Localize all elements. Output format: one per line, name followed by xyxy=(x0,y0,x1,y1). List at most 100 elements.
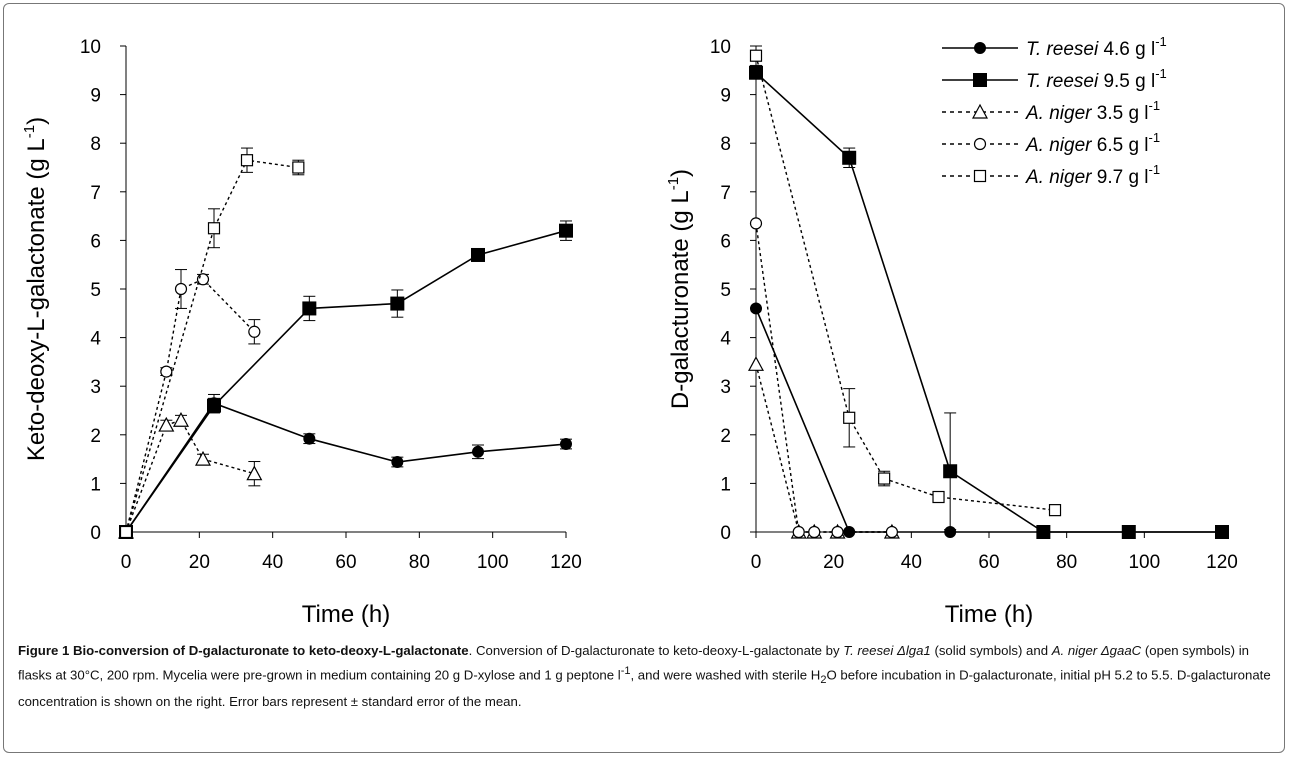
series-line xyxy=(755,55,1056,511)
y-axis-title-main: D-galacturonate (g L xyxy=(667,190,694,409)
y-tick-label: 7 xyxy=(720,183,731,204)
y-tick-label: 8 xyxy=(720,134,731,155)
y-tick-label: 5 xyxy=(720,280,731,301)
legend-conc: 6.5 g l xyxy=(1091,135,1148,156)
y-axis-title: D-galacturonate (g L-1) xyxy=(665,169,694,409)
legend-marker xyxy=(973,137,987,151)
legend-label: T. reesei 9.5 g l-1 xyxy=(1026,66,1167,92)
legend-conc: 9.5 g l xyxy=(1098,71,1155,92)
series-4 xyxy=(749,217,899,539)
series-4 xyxy=(119,269,261,539)
legend-label: T. reesei 4.6 g l-1 xyxy=(1026,34,1167,60)
y-tick-label: 6 xyxy=(720,231,731,252)
y-tick-label: 3 xyxy=(90,377,101,398)
data-point xyxy=(207,222,221,235)
data-point xyxy=(749,65,763,80)
y-axis-title-sup: -1 xyxy=(21,125,38,138)
data-point xyxy=(842,150,857,165)
data-point xyxy=(472,445,484,458)
caption-text-5: O before incubation in D-galacturonate, … xyxy=(18,667,1271,710)
x-tick-label: 0 xyxy=(751,552,762,573)
caption-text-2: (solid symbols) and xyxy=(930,643,1052,658)
d-galacturonate-chart: 0 20 40 60 80 100 120 0 1 2 3 4 5 6 7 8 9 10 Time (h) D-gal… xyxy=(665,37,1238,628)
data-point xyxy=(391,456,404,469)
y-tick-label: 6 xyxy=(90,231,101,252)
series-line xyxy=(125,229,567,533)
data-point xyxy=(248,325,261,338)
caption-sub: 2 xyxy=(820,674,827,687)
legend-species: A. niger xyxy=(1025,135,1092,156)
y-axis-title-main: Keto-deoxy-L-galactonate (g L xyxy=(23,138,50,461)
x-tick-label: 80 xyxy=(1056,552,1077,573)
x-tick-label: 100 xyxy=(477,552,509,573)
legend-species: A. niger xyxy=(1025,103,1092,124)
data-point xyxy=(943,464,958,479)
data-point xyxy=(158,416,175,432)
data-point xyxy=(160,365,173,378)
data-point xyxy=(932,490,945,504)
data-point xyxy=(390,296,405,311)
legend-sup: -1 xyxy=(1149,130,1161,145)
y-axis-title-end: ) xyxy=(667,169,694,177)
series-line xyxy=(125,278,255,533)
legend-entry-2: T. reesei 9.5 g l-1 xyxy=(942,66,1167,92)
data-point xyxy=(831,525,844,539)
data-point xyxy=(303,432,316,445)
y-tick-label: 1 xyxy=(720,474,731,495)
legend-sup: -1 xyxy=(1155,66,1167,81)
data-point xyxy=(808,525,821,539)
data-point xyxy=(292,161,305,174)
caption-text-1: . Conversion of D-galacturonate to keto-… xyxy=(468,643,844,658)
y-tick-label: 2 xyxy=(90,426,101,447)
series-line xyxy=(755,308,1222,533)
data-point xyxy=(747,356,765,371)
x-tick-label: 120 xyxy=(1206,552,1238,573)
series-2 xyxy=(119,220,573,539)
data-point xyxy=(240,154,254,167)
data-point xyxy=(471,247,485,262)
x-tick-label: 40 xyxy=(901,552,922,573)
y-tick-label: 1 xyxy=(90,474,101,495)
legend-species: T. reesei xyxy=(1026,71,1099,92)
series-2 xyxy=(749,65,1229,539)
legend-conc: 3.5 g l xyxy=(1091,103,1148,124)
data-point xyxy=(792,525,805,539)
data-point xyxy=(749,217,763,230)
legend-marker xyxy=(973,169,987,183)
legend-species: A. niger xyxy=(1025,167,1092,188)
y-tick-label: 3 xyxy=(720,377,731,398)
legend-marker xyxy=(974,42,986,54)
y-tick-label: 4 xyxy=(720,329,731,350)
data-point xyxy=(843,411,856,424)
series-line xyxy=(755,223,892,533)
series-3 xyxy=(747,356,900,539)
legend-sup: -1 xyxy=(1149,98,1161,113)
data-point xyxy=(1215,525,1229,539)
legend-entry-4: A. niger 6.5 g l-1 xyxy=(942,130,1160,156)
series-line xyxy=(755,72,1222,533)
y-tick-label: 2 xyxy=(720,426,731,447)
legend-species: T. reesei xyxy=(1026,39,1099,60)
legend-sup: -1 xyxy=(1155,34,1167,49)
figure-caption: Figure 1 Bio-conversion of D-galacturona… xyxy=(18,640,1278,712)
keto-deoxy-chart: 0 20 40 60 80 100 120 0 1 2 3 4 5 6 7 8 9 10 Time (h) Keto-… xyxy=(21,37,582,628)
data-point xyxy=(196,273,210,286)
series-1 xyxy=(120,393,572,538)
data-point xyxy=(119,525,133,539)
legend-label: A. niger 6.5 g l-1 xyxy=(1025,130,1160,156)
caption-text-3: (open symbols) in flasks at 30°C, 200 rp… xyxy=(18,643,1249,683)
x-tick-label: 0 xyxy=(121,552,132,573)
y-tick-label: 9 xyxy=(720,86,731,107)
y-tick-label: 0 xyxy=(720,523,731,544)
series-line xyxy=(125,402,567,533)
caption-strain-1: T. reesei Δlga1 xyxy=(843,643,931,658)
data-point xyxy=(194,450,212,466)
data-point xyxy=(878,472,891,485)
data-point xyxy=(1048,504,1062,517)
series-5 xyxy=(119,147,305,539)
y-tick-label: 10 xyxy=(80,37,101,58)
figure-frame xyxy=(3,3,1285,753)
legend-entry-1: T. reesei 4.6 g l-1 xyxy=(942,34,1167,60)
caption-sup: -1 xyxy=(620,665,631,677)
x-axis-title: Time (h) xyxy=(302,601,390,628)
